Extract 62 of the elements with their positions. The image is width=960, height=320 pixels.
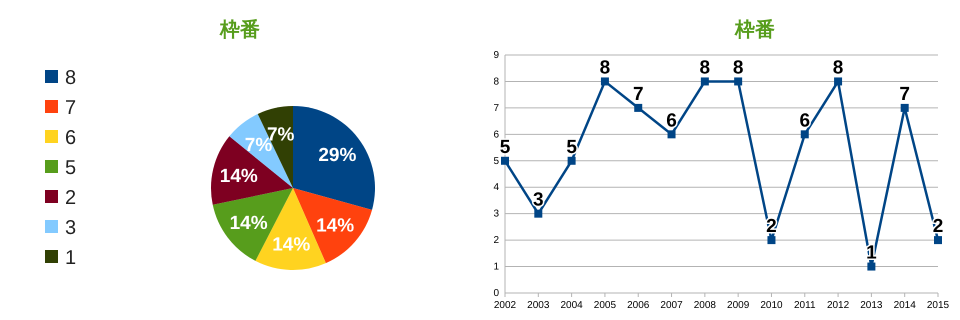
y-tick-label: 8 (493, 76, 500, 88)
data-label: 8 (832, 57, 844, 78)
data-label: 29% (318, 145, 356, 166)
legend-label: 8 (65, 67, 76, 89)
x-tick-label: 2012 (826, 300, 850, 311)
data-label: 7 (632, 84, 644, 105)
point (700, 77, 709, 86)
point (800, 130, 809, 138)
legend-label: 5 (65, 157, 76, 179)
data-label: 6 (666, 110, 677, 132)
y-tick-label: 2 (493, 235, 500, 246)
x-tick-label: 2003 (527, 300, 550, 311)
point (900, 104, 909, 112)
point (867, 262, 876, 271)
x-tick-label: 2015 (926, 300, 950, 311)
point (568, 156, 576, 165)
x-tick-label: 2013 (860, 300, 883, 311)
data-label: 14% (316, 216, 354, 237)
point (734, 77, 742, 86)
data-label: 5 (566, 136, 578, 158)
legend-label: 1 (65, 247, 76, 269)
data-label: 14% (220, 166, 258, 187)
x-tick-label: 2014 (894, 300, 916, 311)
point (634, 104, 642, 112)
y-tick-label: 0 (493, 288, 500, 299)
data-label: 3 (533, 190, 544, 211)
point (501, 156, 509, 165)
point (534, 210, 542, 218)
y-tick-label: 7 (493, 102, 500, 114)
point (767, 236, 776, 244)
point (600, 77, 609, 86)
point (934, 236, 942, 244)
legend-label: 6 (65, 127, 76, 149)
y-tick-label: 1 (493, 262, 500, 273)
x-tick-label: 2010 (760, 300, 784, 311)
data-label: 8 (732, 57, 744, 78)
legend-label: 3 (65, 217, 76, 239)
y-tick-label: 3 (493, 208, 500, 220)
legend-label: 7 (65, 97, 76, 119)
point (834, 77, 842, 86)
x-tick-label: 2006 (627, 300, 650, 311)
data-label: 14% (230, 212, 268, 234)
chart-title: 枠番 (219, 18, 260, 41)
x-tick-label: 2009 (727, 300, 750, 311)
point (668, 130, 676, 138)
x-tick-label: 2008 (694, 300, 716, 311)
y-tick-label: 6 (493, 129, 500, 140)
y-tick-label: 4 (493, 182, 500, 194)
data-label: 8 (700, 57, 710, 78)
x-tick-label: 2005 (594, 300, 616, 311)
legend-label: 2 (65, 187, 76, 209)
x-tick-label: 2004 (560, 300, 584, 311)
y-tick-label: 9 (493, 50, 500, 61)
data-label: 6 (799, 110, 810, 132)
chart-title: 枠番 (734, 18, 775, 41)
x-tick-label: 2011 (794, 300, 816, 311)
x-tick-label: 2007 (660, 300, 684, 311)
x-tick-label: 2002 (494, 300, 517, 311)
data-label: 8 (600, 57, 610, 78)
y-tick-label: 5 (493, 156, 500, 167)
data-label: 14% (272, 234, 310, 256)
data-label: 7 (899, 84, 910, 105)
